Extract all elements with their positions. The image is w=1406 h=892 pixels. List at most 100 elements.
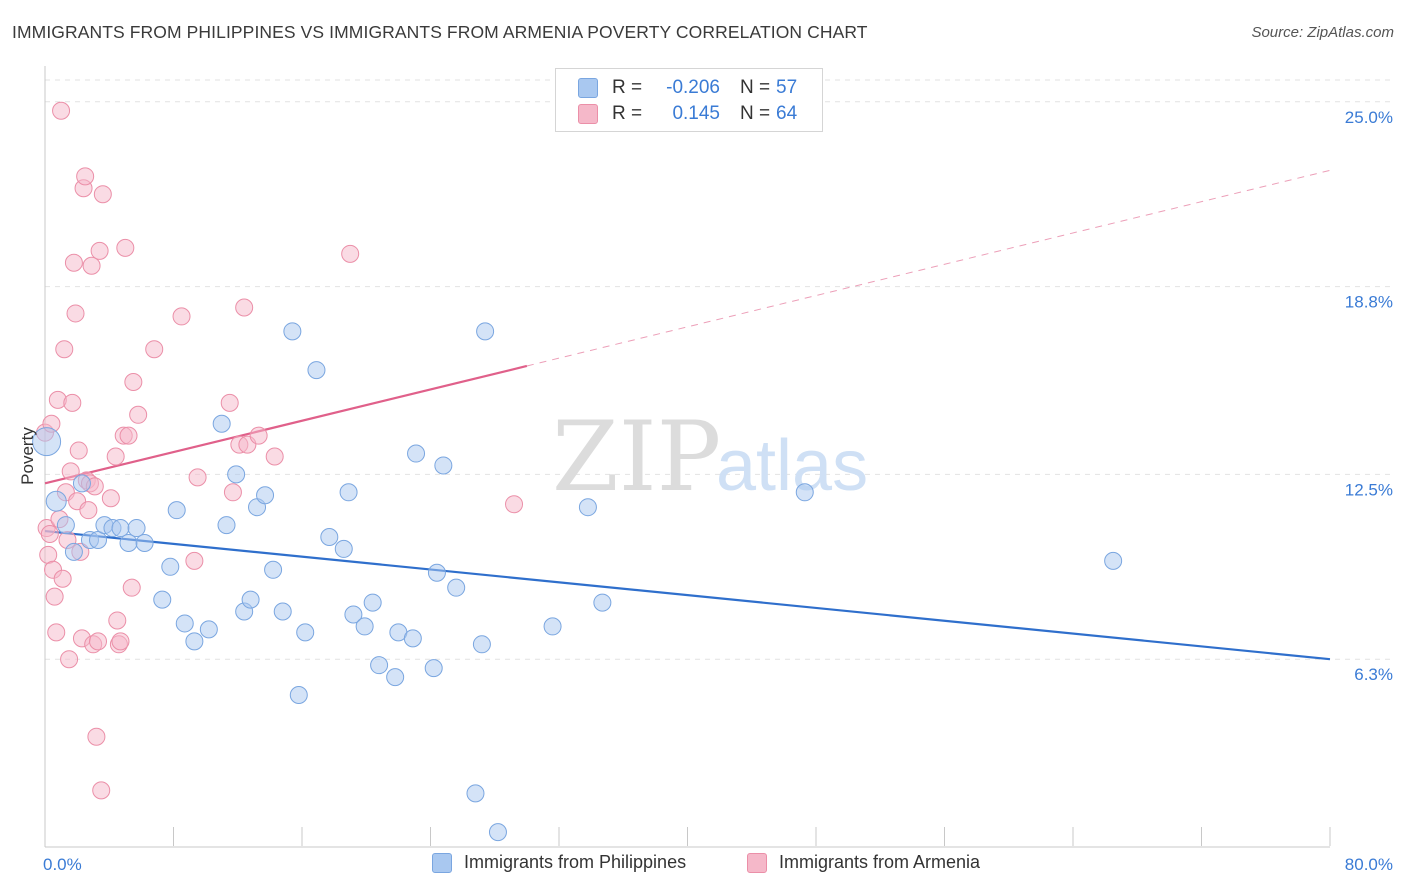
n-value: 57 (776, 77, 798, 98)
n-label: N = (740, 77, 771, 98)
r-label: R = (612, 77, 643, 98)
point-armenia (89, 632, 108, 651)
point-armenia (87, 727, 106, 746)
point-philippines (185, 632, 204, 651)
point-armenia (39, 545, 58, 564)
point-armenia (188, 468, 207, 487)
point-philippines (256, 486, 275, 505)
point-philippines (427, 563, 446, 582)
point-philippines (320, 528, 339, 546)
point-philippines (212, 414, 231, 433)
point-philippines (127, 519, 146, 538)
point-armenia (341, 244, 360, 263)
watermark: ZIP atlas (552, 401, 868, 513)
legend-row-philippines: R = -0.206 N = 57 (578, 76, 797, 100)
point-armenia (106, 447, 125, 466)
tick-labels: 6.3% 12.5% 18.8% 25.0% 0.0% 80.0% (43, 108, 1393, 874)
y-tick-label: 12.5% (1345, 480, 1393, 499)
point-philippines (476, 322, 495, 341)
legend-swatch-philippines (578, 78, 598, 98)
point-armenia (129, 405, 148, 424)
point-philippines (447, 578, 466, 597)
point-philippines (344, 605, 363, 624)
trend-line-armenia-extension (526, 169, 1331, 367)
x-tick-label: 0.0% (43, 855, 82, 874)
point-armenia (111, 632, 130, 651)
point-armenia (63, 393, 82, 412)
point-armenia (48, 390, 67, 409)
point-philippines (89, 530, 108, 549)
point-armenia (101, 489, 120, 508)
point-philippines (386, 668, 405, 687)
point-armenia (60, 650, 79, 669)
point-philippines (241, 590, 260, 609)
point-philippines (334, 539, 353, 558)
point-armenia (235, 298, 254, 317)
point-philippines (32, 427, 62, 457)
point-philippines (199, 620, 218, 639)
source-credit: Source: ZipAtlas.com (1251, 24, 1394, 41)
point-armenia (76, 167, 95, 186)
point-armenia (52, 101, 71, 120)
point-philippines (227, 465, 246, 484)
point-armenia (93, 185, 112, 204)
r-value: 0.145 (672, 103, 720, 124)
n-value: 64 (776, 103, 798, 124)
point-armenia (90, 241, 109, 260)
point-armenia (69, 441, 88, 460)
point-philippines (72, 474, 91, 493)
point-armenia (223, 483, 242, 502)
legend-swatch-armenia (578, 104, 598, 124)
bottom-legend-label: Immigrants from Armenia (779, 852, 981, 872)
point-armenia (45, 587, 64, 606)
point-philippines (289, 685, 308, 704)
point-armenia (53, 569, 72, 588)
bottom-legend-philippines: Immigrants from Philippines (432, 852, 686, 873)
point-philippines (273, 602, 292, 621)
point-philippines (307, 361, 326, 380)
correlation-legend: R = -0.206 N = 57 R = 0.145 N = 64 (555, 68, 823, 132)
watermark-zip: ZIP (552, 401, 721, 513)
point-philippines (355, 617, 374, 636)
point-philippines (578, 498, 597, 517)
bottom-legend-swatch-armenia (747, 852, 767, 873)
n-label: N = (740, 103, 771, 124)
point-armenia (249, 426, 268, 445)
point-armenia (64, 253, 83, 272)
trend-lines (44, 169, 1331, 661)
point-philippines (403, 629, 422, 648)
point-philippines (795, 483, 814, 502)
point-armenia (79, 501, 98, 520)
point-armenia (82, 256, 101, 275)
point-philippines (264, 560, 283, 579)
point-armenia (47, 623, 66, 642)
point-philippines (56, 516, 75, 535)
point-philippines (283, 322, 302, 341)
y-tick-label: 6.3% (1354, 665, 1393, 684)
r-value: -0.206 (666, 77, 720, 98)
point-philippines (407, 444, 426, 463)
point-philippines (424, 659, 443, 678)
point-armenia (116, 238, 135, 257)
x-tick-label: 80.0% (1345, 855, 1393, 874)
point-philippines (434, 456, 453, 475)
point-armenia (145, 340, 164, 359)
point-philippines (543, 617, 562, 636)
point-philippines (135, 533, 154, 552)
point-philippines (119, 533, 138, 552)
point-philippines (370, 656, 389, 675)
point-philippines (217, 516, 236, 535)
point-philippines (167, 501, 186, 520)
point-philippines (161, 557, 180, 576)
point-armenia (265, 447, 284, 466)
trend-line-armenia (44, 364, 528, 485)
point-armenia (505, 495, 524, 514)
chart-title: IMMIGRANTS FROM PHILIPPINES VS IMMIGRANT… (12, 22, 868, 42)
point-philippines (466, 784, 485, 803)
point-philippines (175, 614, 194, 633)
point-philippines (363, 593, 382, 612)
axes (44, 66, 1331, 848)
point-armenia (55, 340, 74, 359)
y-axis-label: Poverty (18, 427, 37, 485)
